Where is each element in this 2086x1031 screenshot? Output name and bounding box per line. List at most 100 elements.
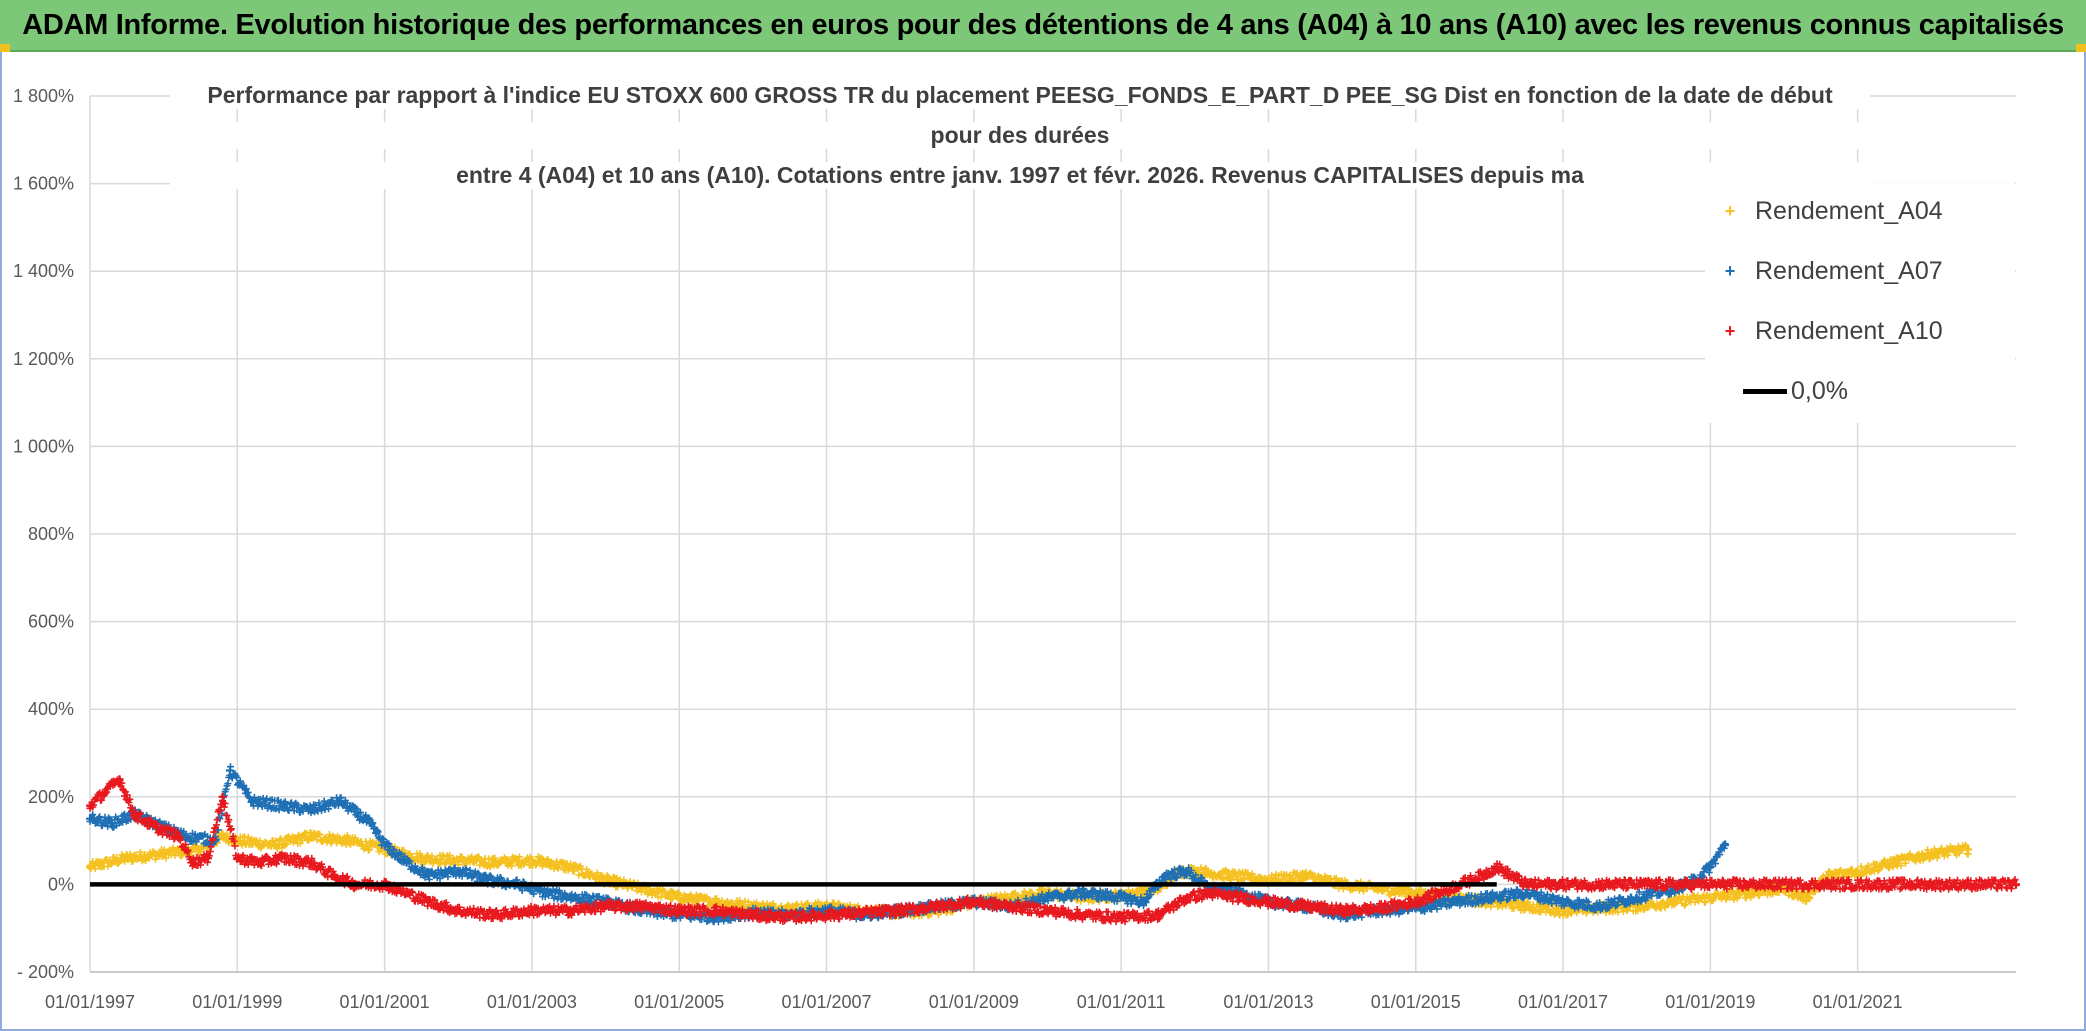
data-point <box>152 823 161 832</box>
y-axis-tick-labels: - 200% 0% 200% 400% 600% 800% 1 000% 1 200% 1 40… <box>13 86 74 982</box>
data-point <box>1706 862 1715 871</box>
y-tick-label: 1 800% <box>13 86 74 106</box>
data-point <box>1485 893 1494 902</box>
data-point <box>1374 904 1383 913</box>
chart-legend: + Rendement_A04 + Rendement_A07 + Rendem… <box>1705 183 2015 423</box>
data-point <box>1264 897 1273 906</box>
data-point <box>417 854 426 863</box>
x-tick-label: 01/01/2007 <box>781 992 871 1012</box>
y-tick-label: 1 600% <box>13 174 74 194</box>
data-point <box>572 893 581 902</box>
data-point <box>1802 893 1811 902</box>
legend-marker-a07: + <box>1724 260 1736 281</box>
data-point <box>336 797 345 806</box>
data-point <box>1964 880 1973 889</box>
data-point <box>1205 889 1214 898</box>
data-point <box>1559 906 1568 915</box>
data-point <box>1559 897 1568 906</box>
y-tick-label: 1 000% <box>13 436 74 456</box>
data-point <box>1890 880 1899 889</box>
data-series <box>86 763 2020 926</box>
legend-label-a07: Rendement_A07 <box>1755 256 1943 285</box>
data-point <box>402 889 411 898</box>
data-point <box>1632 902 1641 911</box>
y-tick-label: - 200% <box>17 962 74 982</box>
data-point <box>969 897 978 906</box>
data-point <box>896 906 905 915</box>
data-point <box>424 897 433 906</box>
banner-corner-left <box>0 44 10 52</box>
y-tick-label: 1 400% <box>13 261 74 281</box>
data-point <box>1522 889 1531 898</box>
data-point <box>1743 889 1752 898</box>
data-point <box>115 775 124 784</box>
data-point <box>248 797 257 806</box>
data-point <box>86 801 94 810</box>
y-tick-label: 0% <box>48 874 74 894</box>
data-point <box>100 788 109 797</box>
data-point <box>1153 911 1162 920</box>
data-point <box>1522 880 1531 889</box>
legend-marker-a10: + <box>1724 320 1736 341</box>
x-tick-label: 01/01/2015 <box>1371 992 1461 1012</box>
data-point <box>174 832 183 841</box>
data-point <box>1853 867 1862 876</box>
data-point <box>1301 871 1310 880</box>
data-point <box>424 871 433 880</box>
data-point <box>454 906 463 915</box>
data-point <box>1117 893 1126 902</box>
data-point <box>601 902 610 911</box>
legend-label-a10: Rendement_A10 <box>1755 316 1943 345</box>
data-point <box>1522 902 1531 911</box>
x-tick-label: 01/01/1999 <box>192 992 282 1012</box>
data-point <box>1478 871 1487 880</box>
data-point <box>306 805 315 814</box>
data-point <box>1411 897 1420 906</box>
data-point <box>380 840 389 849</box>
x-tick-label: 01/01/2009 <box>929 992 1019 1012</box>
data-point <box>1595 902 1604 911</box>
x-tick-label: 01/01/2001 <box>340 992 430 1012</box>
data-point <box>491 858 500 867</box>
data-point <box>306 858 315 867</box>
legend-item-a04: + Rendement_A04 <box>1705 191 1943 231</box>
data-point <box>203 854 212 863</box>
report-banner: ADAM Informe. Evolution historique des p… <box>0 0 2086 52</box>
legend-label-a04: Rendement_A04 <box>1755 196 1943 225</box>
banner-corner-right <box>2076 44 2086 52</box>
chart-title-line-3: entre 4 (A04) et 10 ans (A10). Cotations… <box>170 162 1870 189</box>
data-point <box>1669 880 1678 889</box>
data-point <box>1890 858 1899 867</box>
y-tick-label: 600% <box>28 612 74 632</box>
data-point <box>785 913 794 922</box>
data-point <box>675 893 684 902</box>
data-point <box>122 854 131 863</box>
data-point <box>343 836 352 845</box>
chart-title-line-2: pour des durées <box>170 122 1870 149</box>
data-point <box>108 819 117 828</box>
data-point <box>1448 897 1457 906</box>
x-tick-label: 01/01/2011 <box>1077 992 1166 1012</box>
data-point <box>542 889 551 898</box>
data-point <box>859 908 868 917</box>
data-point <box>1595 880 1604 889</box>
data-point <box>1632 893 1641 902</box>
data-point <box>527 856 536 865</box>
data-point <box>1669 897 1678 906</box>
data-point <box>675 906 684 915</box>
data-point <box>564 862 573 871</box>
data-point <box>564 906 573 915</box>
data-point <box>822 911 831 920</box>
data-point <box>932 902 941 911</box>
x-tick-label: 01/01/2013 <box>1223 992 1313 1012</box>
y-tick-label: 800% <box>28 524 74 544</box>
data-point <box>1139 897 1148 906</box>
data-point <box>196 845 205 854</box>
data-point <box>1006 902 1015 911</box>
data-point <box>365 819 374 828</box>
y-tick-label: 200% <box>28 787 74 807</box>
data-point <box>1234 893 1243 902</box>
x-tick-label: 01/01/2005 <box>634 992 724 1012</box>
data-point <box>218 832 227 841</box>
data-point <box>1080 911 1089 920</box>
